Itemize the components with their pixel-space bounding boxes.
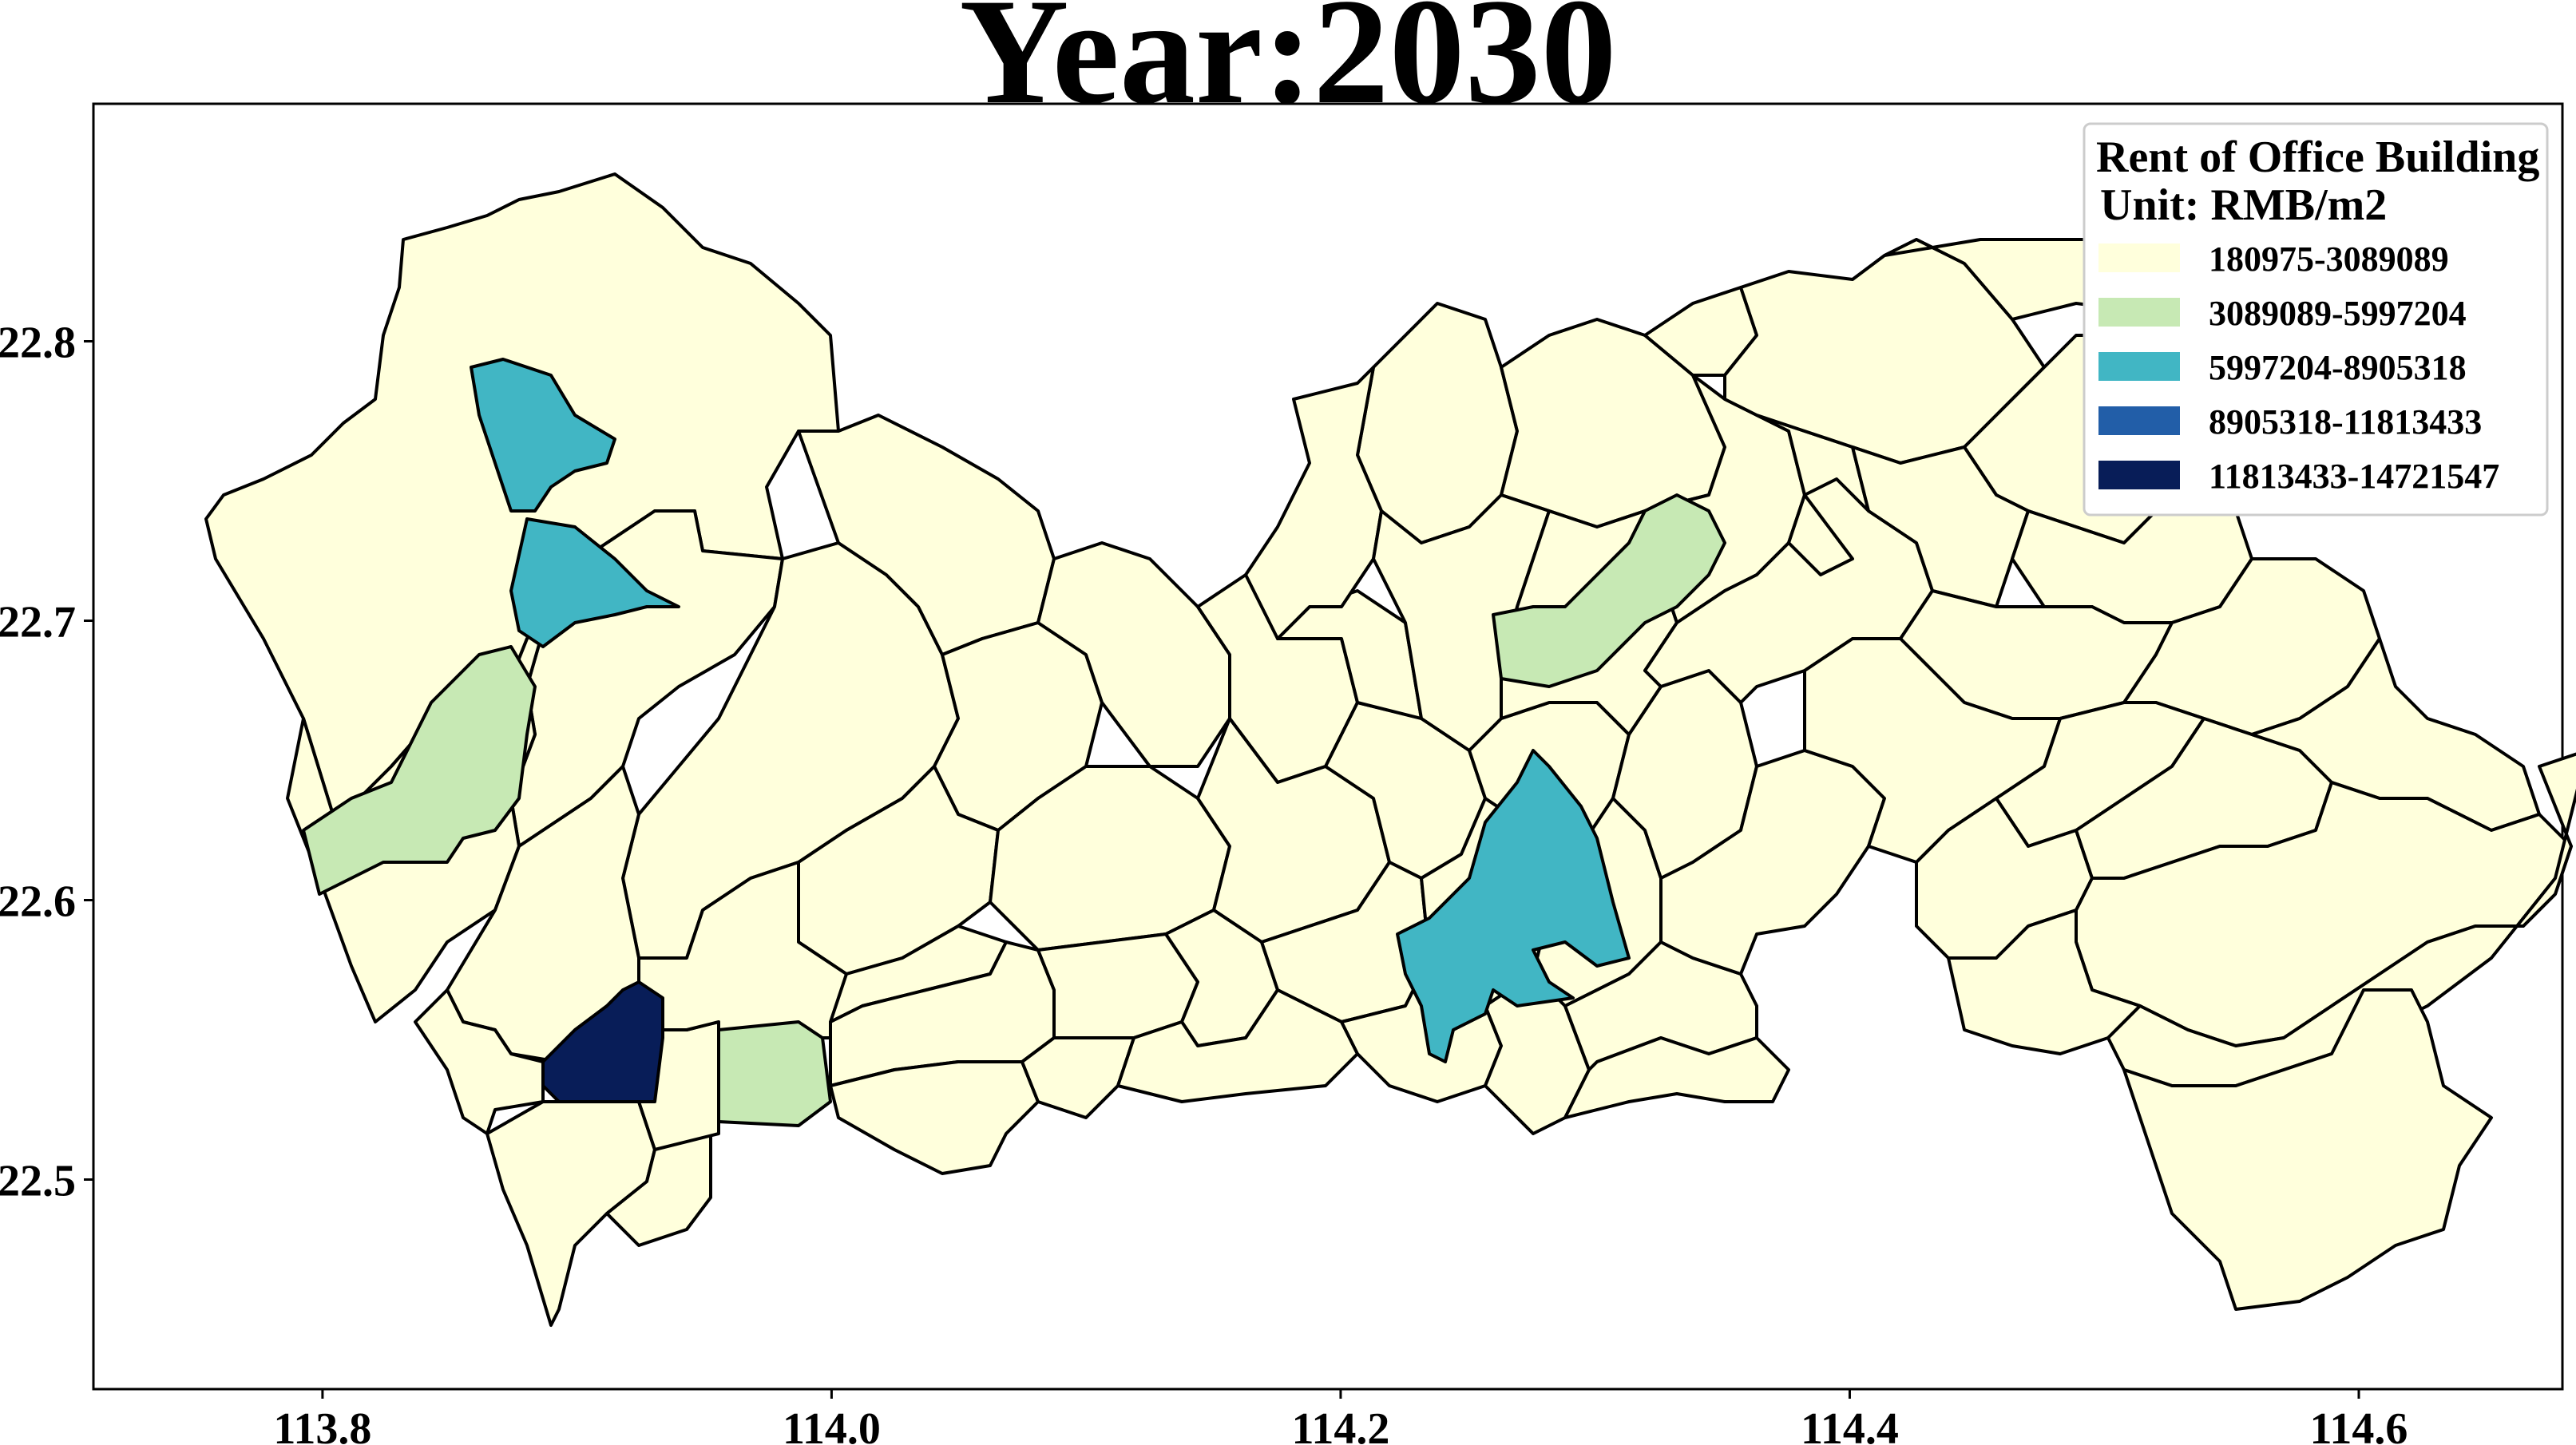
y-axis: 22.8 22.7 22.6 22.5 [0, 319, 93, 1206]
district-region[interactable] [1036, 541, 1231, 768]
legend-label: 11813433-14721547 [2209, 457, 2499, 496]
district-region[interactable] [1020, 1036, 1135, 1119]
district-region[interactable] [1492, 493, 1726, 688]
x-tick-label: 114.2 [1291, 1404, 1389, 1445]
legend-swatch [2098, 406, 2180, 435]
district-region[interactable] [717, 1020, 832, 1127]
district-region[interactable] [1947, 909, 2142, 1055]
x-tick-label: 114.6 [2310, 1404, 2408, 1445]
district-region[interactable] [302, 645, 537, 896]
district-region[interactable] [1563, 1036, 1790, 1119]
legend-swatch [2098, 461, 2180, 489]
plot-frame [92, 102, 2564, 1391]
legend-label: 180975-3089089 [2209, 240, 2449, 279]
legend-label: 8905318-11813433 [2209, 402, 2482, 441]
district-region[interactable] [414, 988, 545, 1135]
district-region[interactable] [1116, 988, 1359, 1103]
district-region[interactable] [1244, 366, 1383, 640]
x-tick-label: 113.8 [273, 1404, 371, 1445]
x-axis: 113.8 114.0 114.2 114.4 114.6 [273, 1389, 2408, 1445]
x-tick-label: 114.4 [1801, 1404, 1899, 1445]
legend: Rent of Office Building Unit: RMB/m2 180… [2083, 122, 2549, 517]
y-tick-label: 22.5 [0, 1157, 76, 1206]
legend-swatch [2098, 243, 2180, 272]
legend-label: 5997204-8905318 [2209, 348, 2467, 387]
districts-layer [204, 172, 2576, 1327]
district-region[interactable] [2122, 988, 2493, 1311]
x-tick-label: 114.0 [783, 1404, 881, 1445]
district-region[interactable] [541, 980, 664, 1103]
legend-label: 3089089-5997204 [2209, 294, 2467, 333]
district-region[interactable] [1396, 749, 1631, 1063]
legend-title-line1: Rent of Office Building [2096, 133, 2539, 182]
legend-swatch [2098, 298, 2180, 327]
y-tick-label: 22.7 [0, 598, 76, 647]
y-tick-label: 22.6 [0, 877, 76, 927]
y-tick-label: 22.8 [0, 319, 76, 368]
legend-title-line2: Unit: RMB/m2 [2100, 180, 2387, 230]
legend-swatch [2098, 352, 2180, 381]
district-region[interactable] [470, 358, 616, 513]
district-region[interactable] [829, 1060, 1040, 1175]
legend-entries: 180975-3089089 3089089-5997204 5997204-890… [2098, 240, 2499, 496]
district-region[interactable] [509, 517, 680, 648]
legend-box [2083, 122, 2549, 517]
district-region[interactable] [1036, 932, 1199, 1039]
